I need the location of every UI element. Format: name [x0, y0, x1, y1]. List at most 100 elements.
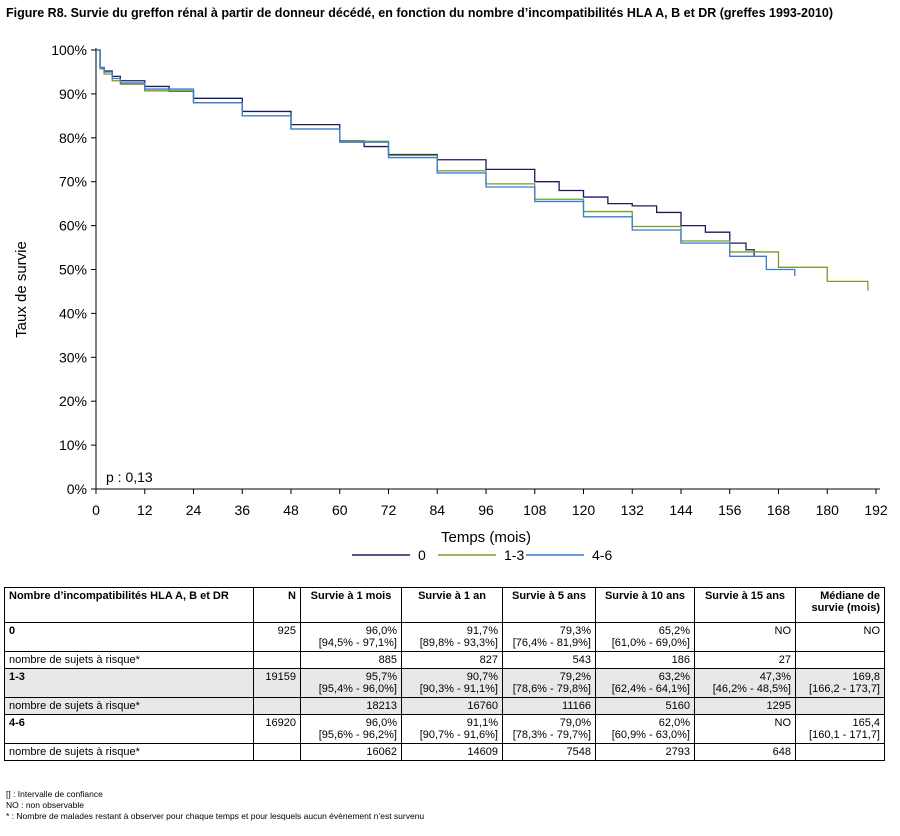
y-tick-label: 60%: [59, 218, 87, 234]
risk-count: 5160: [595, 697, 695, 715]
risk-count: 11166: [502, 697, 596, 715]
table-row: nombre de sujets à risque* 16062 14609 7548…: [4, 743, 885, 761]
x-tick-label: 24: [186, 502, 202, 518]
risk-count: 18213: [300, 697, 402, 715]
survival-value: 79,0%: [559, 717, 591, 729]
y-tick-label: 20%: [59, 393, 87, 409]
y-tick-label: 0%: [67, 481, 87, 497]
table-row: nombre de sujets à risque* 885 827 543 186 27: [4, 651, 885, 669]
survival-cell: 90,7% [90,3% - 91,1%]: [401, 668, 503, 698]
confidence-interval: [46,2% - 48,5%]: [712, 683, 791, 695]
note-ci: [] : Intervalle de confiance: [6, 789, 103, 799]
table-row: nombre de sujets à risque* 18213 16760 1116…: [4, 697, 885, 715]
note-risk: * : Nombre de malades restant à observer…: [6, 811, 425, 821]
survival-value: NO: [863, 625, 881, 637]
survival-value: 96,0%: [365, 717, 397, 729]
survival-value: 65,2%: [658, 625, 690, 637]
risk-count: 885: [300, 651, 402, 669]
x-tick-label: 156: [718, 502, 742, 518]
survival-cell: 79,2% [78,6% - 79,8%]: [502, 668, 596, 698]
survival-cell: NO: [795, 622, 885, 652]
x-tick-label: 96: [478, 502, 494, 518]
risk-count: 827: [401, 651, 503, 669]
survival-cell: 79,3% [76,4% - 81,9%]: [502, 622, 596, 652]
survival-value: 96,0%: [365, 625, 397, 637]
y-tick-label: 40%: [59, 305, 87, 321]
survival-cell: 65,2% [61,0% - 69,0%]: [595, 622, 695, 652]
survival-cell: 96,0% [94,5% - 97,1%]: [300, 622, 402, 652]
risk-count: 16760: [401, 697, 503, 715]
x-tick-label: 120: [572, 502, 596, 518]
confidence-interval: [89,8% - 93,3%]: [419, 637, 498, 649]
series-line-1-3: [96, 49, 869, 291]
y-tick-label: 80%: [59, 130, 87, 146]
x-tick-label: 108: [523, 502, 547, 518]
risk-count: 14609: [401, 743, 503, 761]
x-tick-label: 144: [669, 502, 693, 518]
y-axis-label: Taux de survie: [13, 241, 30, 338]
x-tick-label: 72: [381, 502, 397, 518]
survival-value: 62,0%: [658, 717, 690, 729]
header-5-years: Survie à 5 ans: [502, 587, 596, 623]
group-n: 16920: [253, 714, 301, 744]
risk-count: [795, 743, 885, 761]
y-tick-label: 100%: [51, 42, 87, 58]
risk-count: [795, 697, 885, 715]
x-tick-label: 84: [429, 502, 445, 518]
legend-label: 1-3: [504, 547, 524, 563]
survival-cell: 96,0% [95,6% - 96,2%]: [300, 714, 402, 744]
header-n: N: [253, 587, 301, 623]
confidence-interval: [76,4% - 81,9%]: [512, 637, 591, 649]
x-axis-label: Temps (mois): [441, 529, 531, 546]
survival-cell: 165,4 [160,1 - 171,7]: [795, 714, 885, 744]
series-line-0: [96, 49, 755, 257]
confidence-interval: [60,9% - 63,0%]: [611, 729, 690, 741]
survival-cell: 79,0% [78,3% - 79,7%]: [502, 714, 596, 744]
risk-count: 27: [694, 651, 796, 669]
x-tick-label: 60: [332, 502, 348, 518]
confidence-interval: [62,4% - 64,1%]: [611, 683, 690, 695]
risk-label: nombre de sujets à risque*: [4, 651, 254, 669]
table-row: 0 925 96,0% [94,5% - 97,1%] 91,7% [89,8% - 93…: [4, 622, 885, 652]
survival-cell: NO: [694, 714, 796, 744]
confidence-interval: [90,7% - 91,6%]: [419, 729, 498, 741]
table-header-row: Nombre d’incompatibilités HLA A, B et DR…: [4, 587, 885, 623]
table-row: 1-3 19159 95,7% [95,4% - 96,0%] 90,7% [90,3% …: [4, 668, 885, 698]
survival-cell: 169,8 [166,2 - 173,7]: [795, 668, 885, 698]
legend-label: 0: [418, 547, 426, 563]
header-1-year: Survie à 1 an: [401, 587, 503, 623]
survival-cell: 91,1% [90,7% - 91,6%]: [401, 714, 503, 744]
survival-value: NO: [774, 717, 792, 729]
risk-n-empty: [253, 651, 301, 669]
risk-count: 7548: [502, 743, 596, 761]
y-tick-label: 30%: [59, 349, 87, 365]
x-tick-label: 0: [92, 502, 100, 518]
survival-value: 47,3%: [759, 671, 791, 683]
risk-count: 1295: [694, 697, 796, 715]
risk-label: nombre de sujets à risque*: [4, 743, 254, 761]
survival-cell: 91,7% [89,8% - 93,3%]: [401, 622, 503, 652]
figure-title: Figure R8. Survie du greffon rénal à par…: [6, 6, 833, 20]
confidence-interval: [166,2 - 173,7]: [809, 683, 880, 695]
confidence-interval: [90,3% - 91,1%]: [419, 683, 498, 695]
survival-cell: 47,3% [46,2% - 48,5%]: [694, 668, 796, 698]
risk-n-empty: [253, 743, 301, 761]
note-no: NO : non observable: [6, 800, 84, 810]
x-tick-label: 48: [283, 502, 299, 518]
y-tick-label: 90%: [59, 86, 87, 102]
footnotes: [] : Intervalle de confiance NO : non ob…: [6, 789, 424, 822]
confidence-interval: [94,5% - 97,1%]: [318, 637, 397, 649]
confidence-interval: [78,6% - 79,8%]: [512, 683, 591, 695]
x-tick-label: 180: [816, 502, 840, 518]
group-n: 19159: [253, 668, 301, 698]
series-line-4-6: [96, 49, 796, 277]
confidence-interval: [95,4% - 96,0%]: [318, 683, 397, 695]
confidence-interval: [78,3% - 79,7%]: [512, 729, 591, 741]
survival-chart: 0% 10% 20% 30% 40% 50% 60% 70% 80% 90% 100% 0 12 24 36…: [13, 42, 888, 563]
header-15-years: Survie à 15 ans: [694, 587, 796, 623]
y-tick-label: 70%: [59, 174, 87, 190]
header-10-years: Survie à 10 ans: [595, 587, 695, 623]
x-tick-label: 12: [137, 502, 153, 518]
survival-cell: 63,2% [62,4% - 64,1%]: [595, 668, 695, 698]
risk-count: [795, 651, 885, 669]
